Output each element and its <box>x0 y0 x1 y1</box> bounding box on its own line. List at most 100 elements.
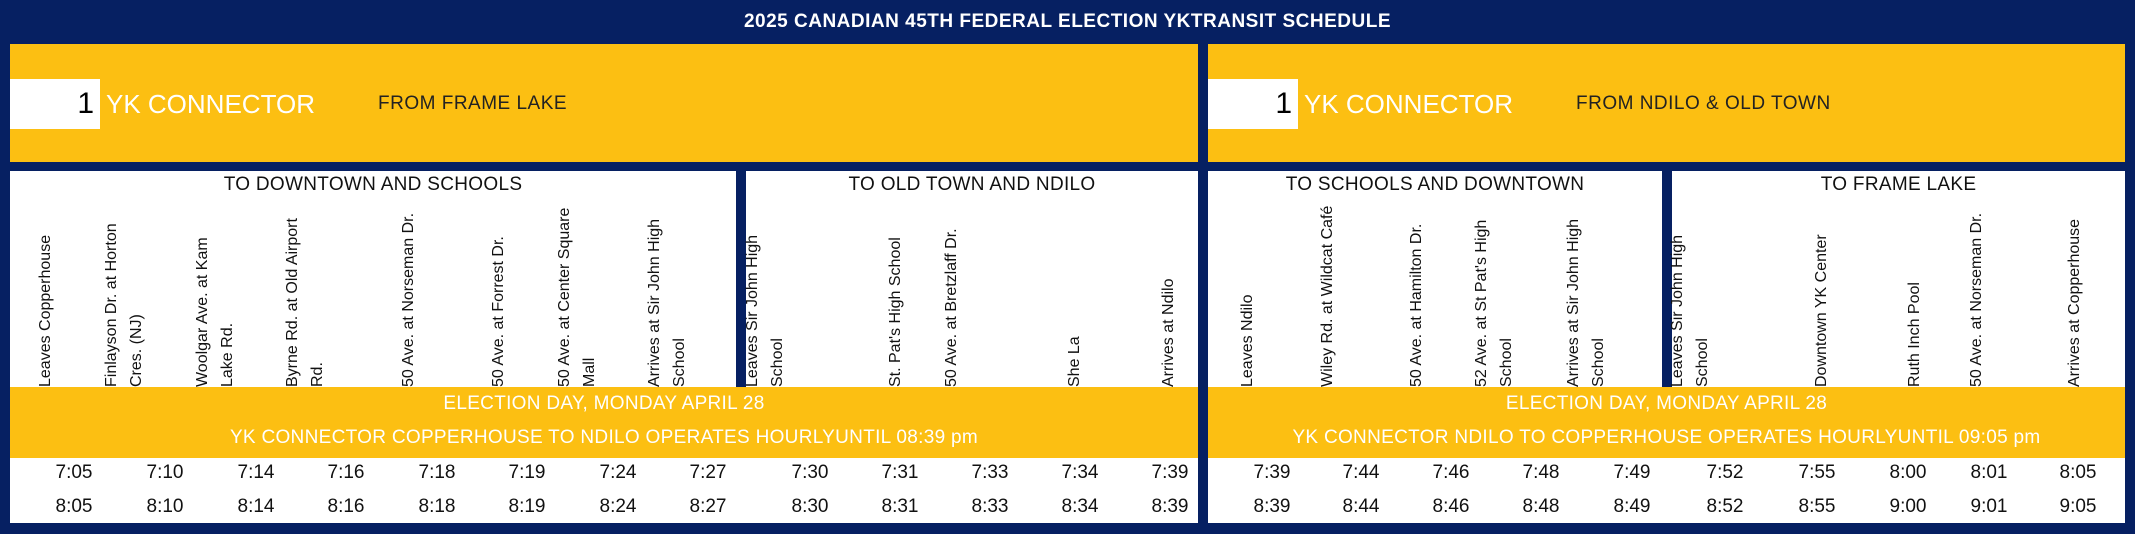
departure-time: 8:10 <box>146 496 184 517</box>
stop-name: St. Pat's High School <box>887 237 904 387</box>
stop-name: 50 Ave. at Bretzlaff Dr. <box>943 228 960 387</box>
departure-time: 9:05 <box>2059 496 2097 517</box>
stop-column-header: Arrives at Sir John High School <box>646 202 696 387</box>
stop-name: Arrives at Sir John High School <box>1565 218 1607 387</box>
departure-time: 7:39 <box>1151 462 1189 483</box>
departure-time: 8:55 <box>1798 496 1836 517</box>
stop-column-header: Arrives at Copperhouse <box>2063 202 2091 387</box>
stop-name: Finlayson Dr. at Horton Cres. (NJ) <box>103 223 145 387</box>
departure-time: 8:05 <box>2059 462 2097 483</box>
departure-time: 8:24 <box>599 496 637 517</box>
departure-time: 8:01 <box>1970 462 2008 483</box>
stop-name: 50 Ave. at Center Square Mall <box>556 207 598 387</box>
stop-name: Ruth Inch Pool <box>1906 282 1923 387</box>
stop-name: Woolgar Ave. at Kam Lake Rd. <box>194 237 236 387</box>
departure-time: 7:31 <box>881 462 919 483</box>
stop-name: 50 Ave. at Norseman Dr. <box>400 212 417 387</box>
stop-name: Downtown YK Center <box>1813 234 1830 387</box>
departure-time: 8:30 <box>791 496 829 517</box>
route-origin: FROM FRAME LAKE <box>378 93 568 114</box>
stop-column-header: Arrives at Ndilo <box>1157 202 1185 387</box>
departure-time: 8:00 <box>1889 462 1927 483</box>
departure-time: 8:39 <box>1151 496 1189 517</box>
direction-title: TO OLD TOWN AND NDILO <box>848 174 1096 195</box>
stop-name: She La <box>1066 336 1083 387</box>
departure-time: 8:44 <box>1342 496 1380 517</box>
direction-schools-downtown: TO SCHOOLS AND DOWNTOWN Leaves Ndilo Wile… <box>1208 171 1662 387</box>
departure-time: 7:46 <box>1432 462 1470 483</box>
departure-time: 7:48 <box>1522 462 1560 483</box>
direction-frame-lake: TO FRAME LAKE Leaves Sir John High Schoo… <box>1669 171 2125 387</box>
notice-date: ELECTION DAY, MONDAY APRIL 28 <box>1505 393 1828 414</box>
stop-name: 50 Ave. at Forrest Dr. <box>490 236 507 387</box>
departure-time: 7:14 <box>237 462 275 483</box>
departure-time: 9:01 <box>1970 496 2008 517</box>
departure-time: 8:27 <box>689 496 727 517</box>
notice-date: ELECTION DAY, MONDAY APRIL 28 <box>443 393 765 414</box>
departure-time: 8:46 <box>1432 496 1470 517</box>
stop-name: 52 Ave. at St Pat's High School <box>1473 219 1515 387</box>
departure-time: 7:49 <box>1613 462 1651 483</box>
direction-old-town-ndilo: TO OLD TOWN AND NDILO Leaves Sir John Hi… <box>744 171 1198 387</box>
stop-column-header: Byrne Rd. at Old Airport Rd. <box>284 202 334 387</box>
departure-time: 7:05 <box>55 462 93 483</box>
departure-times-right: 7:39 7:44 7:46 7:48 7:49 7:52 7:55 8:00 8:01 8:05… <box>1208 458 2125 523</box>
direction-title: TO FRAME LAKE <box>1820 174 1977 195</box>
stop-name: Leaves Copperhouse <box>37 234 54 387</box>
departure-time: 8:49 <box>1613 496 1651 517</box>
departure-time: 7:30 <box>791 462 829 483</box>
stop-column-header: Leaves Ndilo <box>1236 202 1264 388</box>
stop-column-header: 50 Ave. at Center Square Mall <box>556 202 606 387</box>
stop-name: Leaves Sir John High School <box>1669 234 1711 387</box>
direction-title: TO SCHOOLS AND DOWNTOWN <box>1285 174 1585 195</box>
departure-time: 7:10 <box>146 462 184 483</box>
election-notice-left: ELECTION DAY, MONDAY APRIL 28 YK CONNECT… <box>10 387 1198 458</box>
route-number: 1 <box>1208 79 1298 129</box>
departure-time: 9:00 <box>1889 496 1927 517</box>
departure-time: 8:34 <box>1061 496 1099 517</box>
route-header-frame-lake: 1 YK CONNECTOR FROM FRAME LAKE <box>10 44 1198 162</box>
departure-time: 8:31 <box>881 496 919 517</box>
schedule-title: 2025 CANADIAN 45TH FEDERAL ELECTION YKTR… <box>743 11 1392 32</box>
direction-downtown-schools: TO DOWNTOWN AND SCHOOLS Leaves Copperhou… <box>10 171 736 387</box>
stop-column-header: Finlayson Dr. at Horton Cres. (NJ) <box>103 202 153 387</box>
route-name: YK CONNECTOR <box>106 89 315 119</box>
stop-name: Arrives at Copperhouse <box>2066 218 2083 387</box>
route-number: 1 <box>10 79 100 129</box>
stop-column-header: Arrives at Sir John High School <box>1565 202 1615 387</box>
departure-time: 8:16 <box>327 496 365 517</box>
stop-column-header: Woolgar Ave. at Kam Lake Rd. <box>194 202 244 387</box>
stop-column-header: Leaves Copperhouse <box>34 202 62 387</box>
departure-time: 8:05 <box>55 496 93 517</box>
stop-column-header: 50 Ave. at Forrest Dr. <box>487 202 515 387</box>
stop-name: Arrives at Sir John High School <box>646 218 688 387</box>
departure-time: 7:24 <box>599 462 637 483</box>
departure-time: 7:19 <box>508 462 546 483</box>
departure-time: 7:44 <box>1342 462 1380 483</box>
departure-time: 8:48 <box>1522 496 1560 517</box>
departure-time: 7:16 <box>327 462 365 483</box>
stop-name: Leaves Sir John High School <box>744 234 786 387</box>
stop-column-header: 50 Ave. at Norseman Dr. <box>1965 202 1993 387</box>
stop-column-header: Ruth Inch Pool <box>1903 202 1931 387</box>
stop-name: Wiley Rd. at Wildcat Café <box>1319 205 1336 387</box>
stop-name: 50 Ave. at Norseman Dr. <box>1968 212 1985 387</box>
stop-column-header: Wiley Rd. at Wildcat Café <box>1316 202 1344 387</box>
departure-time: 7:52 <box>1706 462 1744 483</box>
departure-time: 7:18 <box>418 462 456 483</box>
departure-time: 8:14 <box>237 496 275 517</box>
departure-time: 7:55 <box>1798 462 1836 483</box>
direction-title: TO DOWNTOWN AND SCHOOLS <box>223 174 523 195</box>
stop-name: Arrives at Ndilo <box>1160 278 1177 387</box>
stop-column-header: 52 Ave. at St Pat's High School <box>1473 202 1523 387</box>
departure-time: 7:34 <box>1061 462 1099 483</box>
stop-column-header: Leaves Sir John High School <box>1669 202 1719 387</box>
stop-column-header: Downtown YK Center <box>1810 202 1838 387</box>
departure-time: 8:18 <box>418 496 456 517</box>
stop-name: 50 Ave. at Hamilton Dr. <box>1408 223 1425 387</box>
stop-column-header: 50 Ave. at Hamilton Dr. <box>1405 202 1433 387</box>
route-origin: FROM NDILO & OLD TOWN <box>1576 93 1831 114</box>
stop-column-header: 50 Ave. at Bretzlaff Dr. <box>940 202 968 387</box>
departure-time: 7:33 <box>971 462 1009 483</box>
departure-time: 8:52 <box>1706 496 1744 517</box>
